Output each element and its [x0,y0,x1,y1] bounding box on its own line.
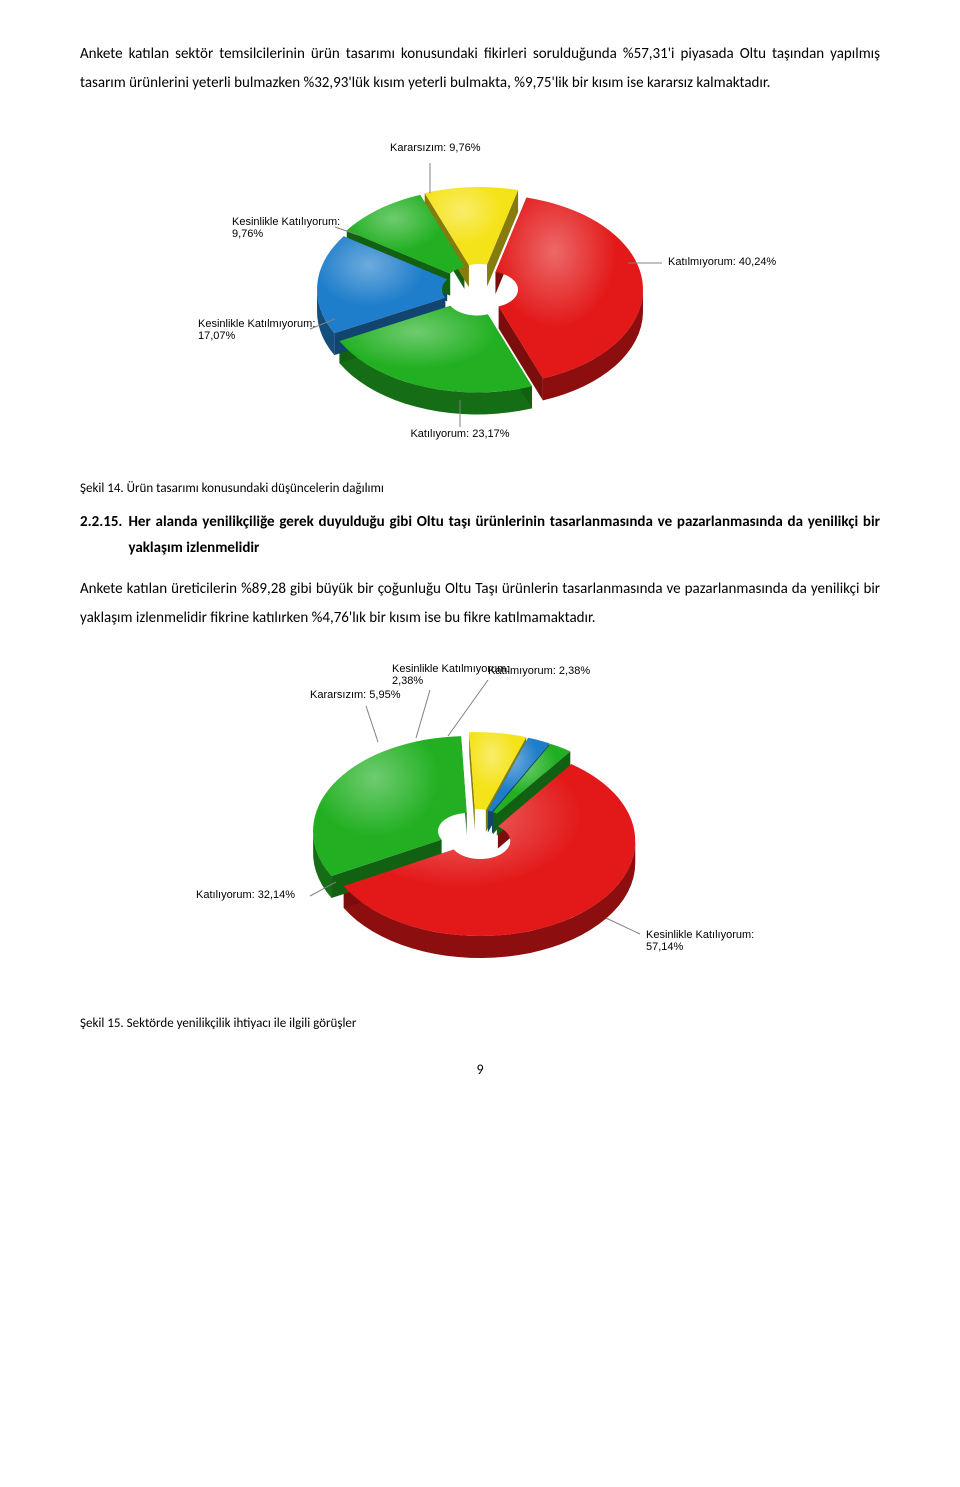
intro-paragraph-1: Ankete katılan sektör temsilcilerinin ür… [80,40,880,97]
chart-label: Katılıyorum: 32,14% [196,889,295,901]
figure-14-caption: Şekil 14. Ürün tasarımı konusundaki düşü… [80,481,880,496]
chart-label: Kararsızım: 9,76% [390,142,481,154]
pie-chart-15: Kesinlikle Katılıyorum:57,14% Katılıyorum… [160,650,800,1010]
chart-label: Kesinlikle Katılmıyorum:17,07% [198,318,315,342]
figure-15-caption: Şekil 15. Sektörde yenilikçilik ihtiyacı… [80,1016,880,1031]
intro-paragraph-2: Ankete katılan üreticilerin %89,28 gibi … [80,575,880,632]
chart-label: Kararsızım: 5,95% [310,689,401,701]
figure-14: Katılmıyorum: 40,24% Katılıyorum: 23,17% K… [80,115,880,475]
pie-chart-14: Katılmıyorum: 40,24% Katılıyorum: 23,17% K… [160,115,800,475]
heading-text: Her alanda yenilikçiliğe gerek duyulduğu… [128,510,880,561]
page-number: 9 [80,1061,880,1078]
chart-label: Katılmıyorum: 40,24% [668,256,776,268]
chart-label: Katılıyorum: 23,17% [410,428,509,440]
section-heading-2-2-15: 2.2.15. Her alanda yenilikçiliğe gerek d… [80,510,880,561]
chart-label: Kesinlikle Katılıyorum:57,14% [646,929,754,953]
chart-label: Katılmıyorum: 2,38% [488,665,590,677]
figure-15: Kesinlikle Katılıyorum:57,14% Katılıyorum… [80,650,880,1010]
chart-label: Kesinlikle Katılıyorum:9,76% [232,216,340,240]
heading-number: 2.2.15. [80,510,128,561]
